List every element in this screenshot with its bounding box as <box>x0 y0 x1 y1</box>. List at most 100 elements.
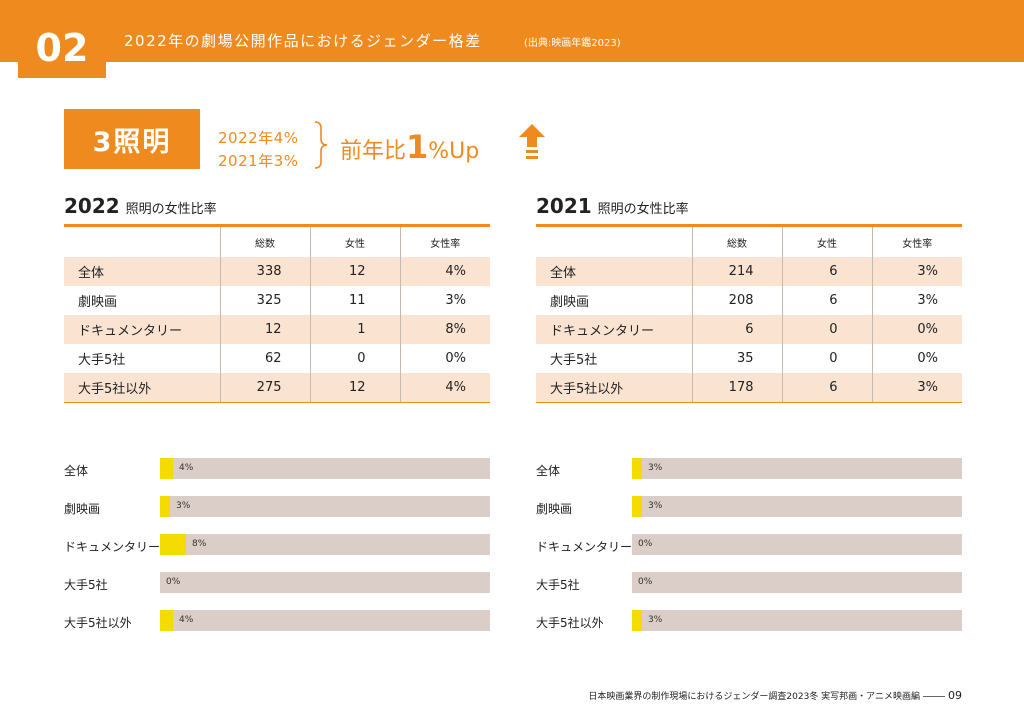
cell-female: 1 <box>309 315 400 344</box>
bar-track <box>632 534 962 555</box>
header-bar <box>0 0 1024 62</box>
cell-rate: 0% <box>871 315 962 344</box>
table-row: 大手5社以外 275 12 4% <box>64 373 490 403</box>
bar-row: 大手5社以外 3% <box>536 610 962 648</box>
bar-value-label: 0% <box>638 577 653 587</box>
bar-row: 全体 4% <box>64 458 490 496</box>
col-total: 総数 <box>691 224 782 257</box>
cell-female: 6 <box>781 286 872 315</box>
cell-total: 12 <box>219 315 310 344</box>
table-subtitle: 照明の女性比率 <box>125 202 217 217</box>
col-female: 女性 <box>309 224 400 257</box>
footer: 日本映画業界の制作現場におけるジェンダー調査2023冬 実写邦画・アニメ映画編 0… <box>588 689 962 702</box>
table-2021: 総数 女性 女性率 全体 214 6 3% 劇映画 208 6 3% ドキュメンタリー 6 0 0… <box>536 224 962 403</box>
table-row: 全体 338 12 4% <box>64 257 490 286</box>
table-year: 2022 <box>64 194 120 218</box>
bar-row: ドキュメンタリー 8% <box>64 534 490 572</box>
row-label: 劇映画 <box>78 295 118 310</box>
bar-category-label: 全体 <box>64 464 89 478</box>
cell-female: 11 <box>309 286 400 315</box>
cell-female: 12 <box>309 373 400 403</box>
table-row: 劇映画 325 11 3% <box>64 286 490 315</box>
row-label: 大手5社以外 <box>536 373 692 403</box>
bar <box>632 610 642 631</box>
bar-category-label: 劇映画 <box>536 502 573 516</box>
cell-rate: 4% <box>399 373 490 403</box>
bar-track <box>632 496 962 517</box>
bar <box>632 458 642 479</box>
bar-value-label: 0% <box>166 577 181 587</box>
bar-category-label: 全体 <box>536 464 561 478</box>
cell-total: 214 <box>691 257 782 286</box>
cell-rate: 3% <box>871 257 962 286</box>
row-label: 大手5社以外 <box>64 373 220 403</box>
cell-rate: 3% <box>871 373 962 403</box>
bar-track <box>632 572 962 593</box>
category-label: 3照明 <box>64 109 200 169</box>
bar-value-label: 4% <box>179 615 194 625</box>
brace-icon <box>314 121 328 169</box>
bar-category-label: 大手5社以外 <box>536 616 604 630</box>
row-label: 全体 <box>78 266 105 281</box>
bar-track <box>160 534 490 555</box>
bar-track <box>160 458 490 479</box>
comparison: 前年比1%Up <box>340 128 479 166</box>
bar-value-label: 4% <box>179 463 194 473</box>
table-row: ドキュメンタリー 6 0 0% <box>536 315 962 344</box>
cell-total: 178 <box>691 373 782 403</box>
table-header: 総数 女性 女性率 <box>64 224 490 257</box>
cell-total: 62 <box>219 344 310 373</box>
page-number: 09 <box>948 689 962 702</box>
table-row: 大手5社 62 0 0% <box>64 344 490 373</box>
table-2022-title: 2022 照明の女性比率 <box>64 194 217 218</box>
bar-chart-2022: 全体 4% 劇映画 3% ドキュメンタリー 8% 大手5社 0% 大手5社以外 4% <box>64 458 490 648</box>
bar <box>160 534 186 555</box>
row-label: ドキュメンタリー <box>78 324 183 339</box>
bar-track <box>632 610 962 631</box>
bar-category-label: 劇映画 <box>64 502 101 516</box>
bar <box>632 496 642 517</box>
bar-row: 劇映画 3% <box>64 496 490 534</box>
col-rate: 女性率 <box>871 224 962 257</box>
table-row: 全体 214 6 3% <box>536 257 962 286</box>
bar-track <box>160 496 490 517</box>
row-label: 劇映画 <box>550 295 590 310</box>
col-rate: 女性率 <box>399 224 490 257</box>
bar-value-label: 3% <box>648 615 663 625</box>
cell-rate: 3% <box>871 286 962 315</box>
source-note: (出典:映画年鑑2023) <box>524 38 621 49</box>
bar-row: 大手5社以外 4% <box>64 610 490 648</box>
rate-2022: 2022年4% <box>218 129 299 147</box>
row-label: 大手5社 <box>78 353 126 368</box>
header-blank <box>536 224 692 257</box>
footer-rule <box>923 696 945 697</box>
page-title: 2022年の劇場公開作品におけるジェンダー格差 <box>124 32 482 50</box>
bar-row: 大手5社 0% <box>536 572 962 610</box>
section-number: 02 <box>18 18 106 78</box>
table-row: 劇映画 208 6 3% <box>536 286 962 315</box>
row-label: 大手5社 <box>550 353 598 368</box>
cell-total: 6 <box>691 315 782 344</box>
bar-category-label: 大手5社以外 <box>64 616 132 630</box>
bar <box>160 458 173 479</box>
cell-rate: 3% <box>399 286 490 315</box>
bar-chart-2021: 全体 3% 劇映画 3% ドキュメンタリー 0% 大手5社 0% 大手5社以外 3% <box>536 458 962 648</box>
bar-value-label: 3% <box>648 463 663 473</box>
bar <box>160 610 173 631</box>
bar-track <box>160 610 490 631</box>
bar-value-label: 3% <box>648 501 663 511</box>
table-year: 2021 <box>536 194 592 218</box>
comparison-prefix: 前年比 <box>340 139 407 164</box>
bar-value-label: 3% <box>176 501 191 511</box>
bar-category-label: 大手5社 <box>64 578 108 592</box>
cell-rate: 4% <box>399 257 490 286</box>
bar-row: 劇映画 3% <box>536 496 962 534</box>
bar-category-label: ドキュメンタリー <box>536 540 633 554</box>
row-label: ドキュメンタリー <box>550 324 655 339</box>
cell-total: 208 <box>691 286 782 315</box>
col-total: 総数 <box>219 224 310 257</box>
rate-2021: 2021年3% <box>218 152 299 170</box>
bar-category-label: ドキュメンタリー <box>64 540 161 554</box>
cell-female: 6 <box>781 373 872 403</box>
cell-female: 0 <box>309 344 400 373</box>
